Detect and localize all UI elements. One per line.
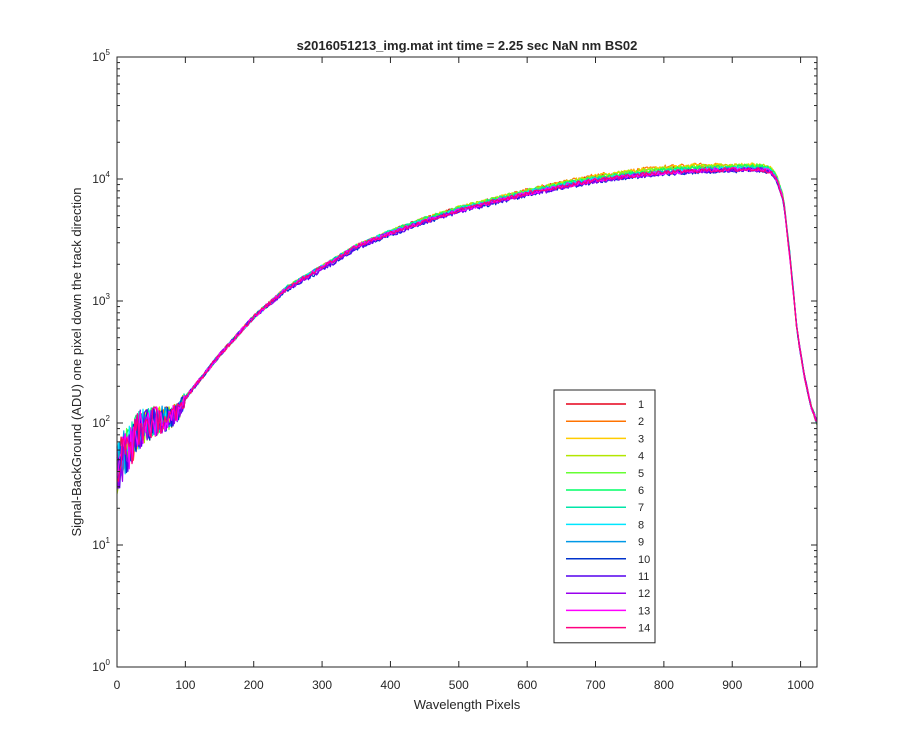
y-tick-base: 10	[92, 50, 106, 64]
x-tick-label: 100	[175, 678, 195, 692]
legend-entry-label: 1	[638, 399, 644, 411]
legend-entry-label: 13	[638, 605, 650, 617]
legend-entry-label: 7	[638, 502, 644, 514]
y-tick-base: 10	[92, 538, 106, 552]
legend-entry-label: 11	[638, 571, 649, 583]
x-tick-label: 300	[312, 678, 332, 692]
x-tick-label: 500	[449, 678, 469, 692]
legend-entry-label: 3	[638, 433, 644, 445]
y-tick-label: 101	[92, 536, 110, 552]
series-layer	[116, 162, 818, 495]
legend-entry-label: 5	[638, 468, 644, 480]
y-tick-exponent: 2	[106, 414, 111, 423]
x-tick-label: 200	[244, 678, 264, 692]
y-tick-exponent: 0	[106, 658, 111, 667]
y-tick-base: 10	[92, 660, 106, 674]
y-tick-exponent: 3	[106, 292, 111, 301]
axes-box	[116, 56, 818, 668]
chart-title: s2016051213_img.mat int time = 2.25 sec …	[297, 38, 638, 53]
legend-entry-label: 9	[638, 537, 644, 549]
y-tick-base: 10	[92, 172, 106, 186]
legend-entry-label: 14	[638, 623, 650, 635]
x-tick-label: 800	[654, 678, 674, 692]
legend-entry-label: 4	[638, 451, 644, 463]
y-tick-exponent: 5	[106, 48, 111, 57]
axes-background	[117, 57, 817, 667]
plot-area: 0 100 200 300 400 500 600 700 800 900 1000 1001011…	[92, 48, 818, 692]
y-tick-label: 100	[92, 658, 110, 674]
x-tick-label: 400	[380, 678, 400, 692]
y-tick-base: 10	[92, 416, 106, 430]
x-tick-label: 600	[517, 678, 537, 692]
series-line-14	[116, 167, 818, 482]
legend-entry-label: 8	[638, 519, 644, 531]
x-axis-ticks: 0 100 200 300 400 500 600 700 800 900 1000	[114, 57, 814, 692]
legend-entry-label: 12	[638, 588, 650, 600]
y-tick-exponent: 1	[106, 536, 111, 545]
legend-entry-label: 10	[638, 554, 650, 566]
legend-entry-label: 2	[638, 416, 644, 428]
x-tick-label: 0	[114, 678, 121, 692]
y-tick-exponent: 4	[106, 170, 111, 179]
legend-entry-label: 6	[638, 485, 644, 497]
x-tick-label: 700	[586, 678, 606, 692]
x-tick-label: 900	[722, 678, 742, 692]
legend-box	[553, 389, 656, 644]
y-tick-label: 102	[92, 414, 110, 430]
y-axis-label: Signal-BackGround (ADU) one pixel down t…	[69, 187, 84, 536]
x-tick-label: 1000	[787, 678, 814, 692]
y-tick-label: 103	[92, 292, 110, 308]
x-axis-label: Wavelength Pixels	[414, 697, 521, 712]
y-tick-label: 105	[92, 48, 110, 64]
y-tick-label: 104	[92, 170, 110, 186]
y-tick-base: 10	[92, 294, 106, 308]
